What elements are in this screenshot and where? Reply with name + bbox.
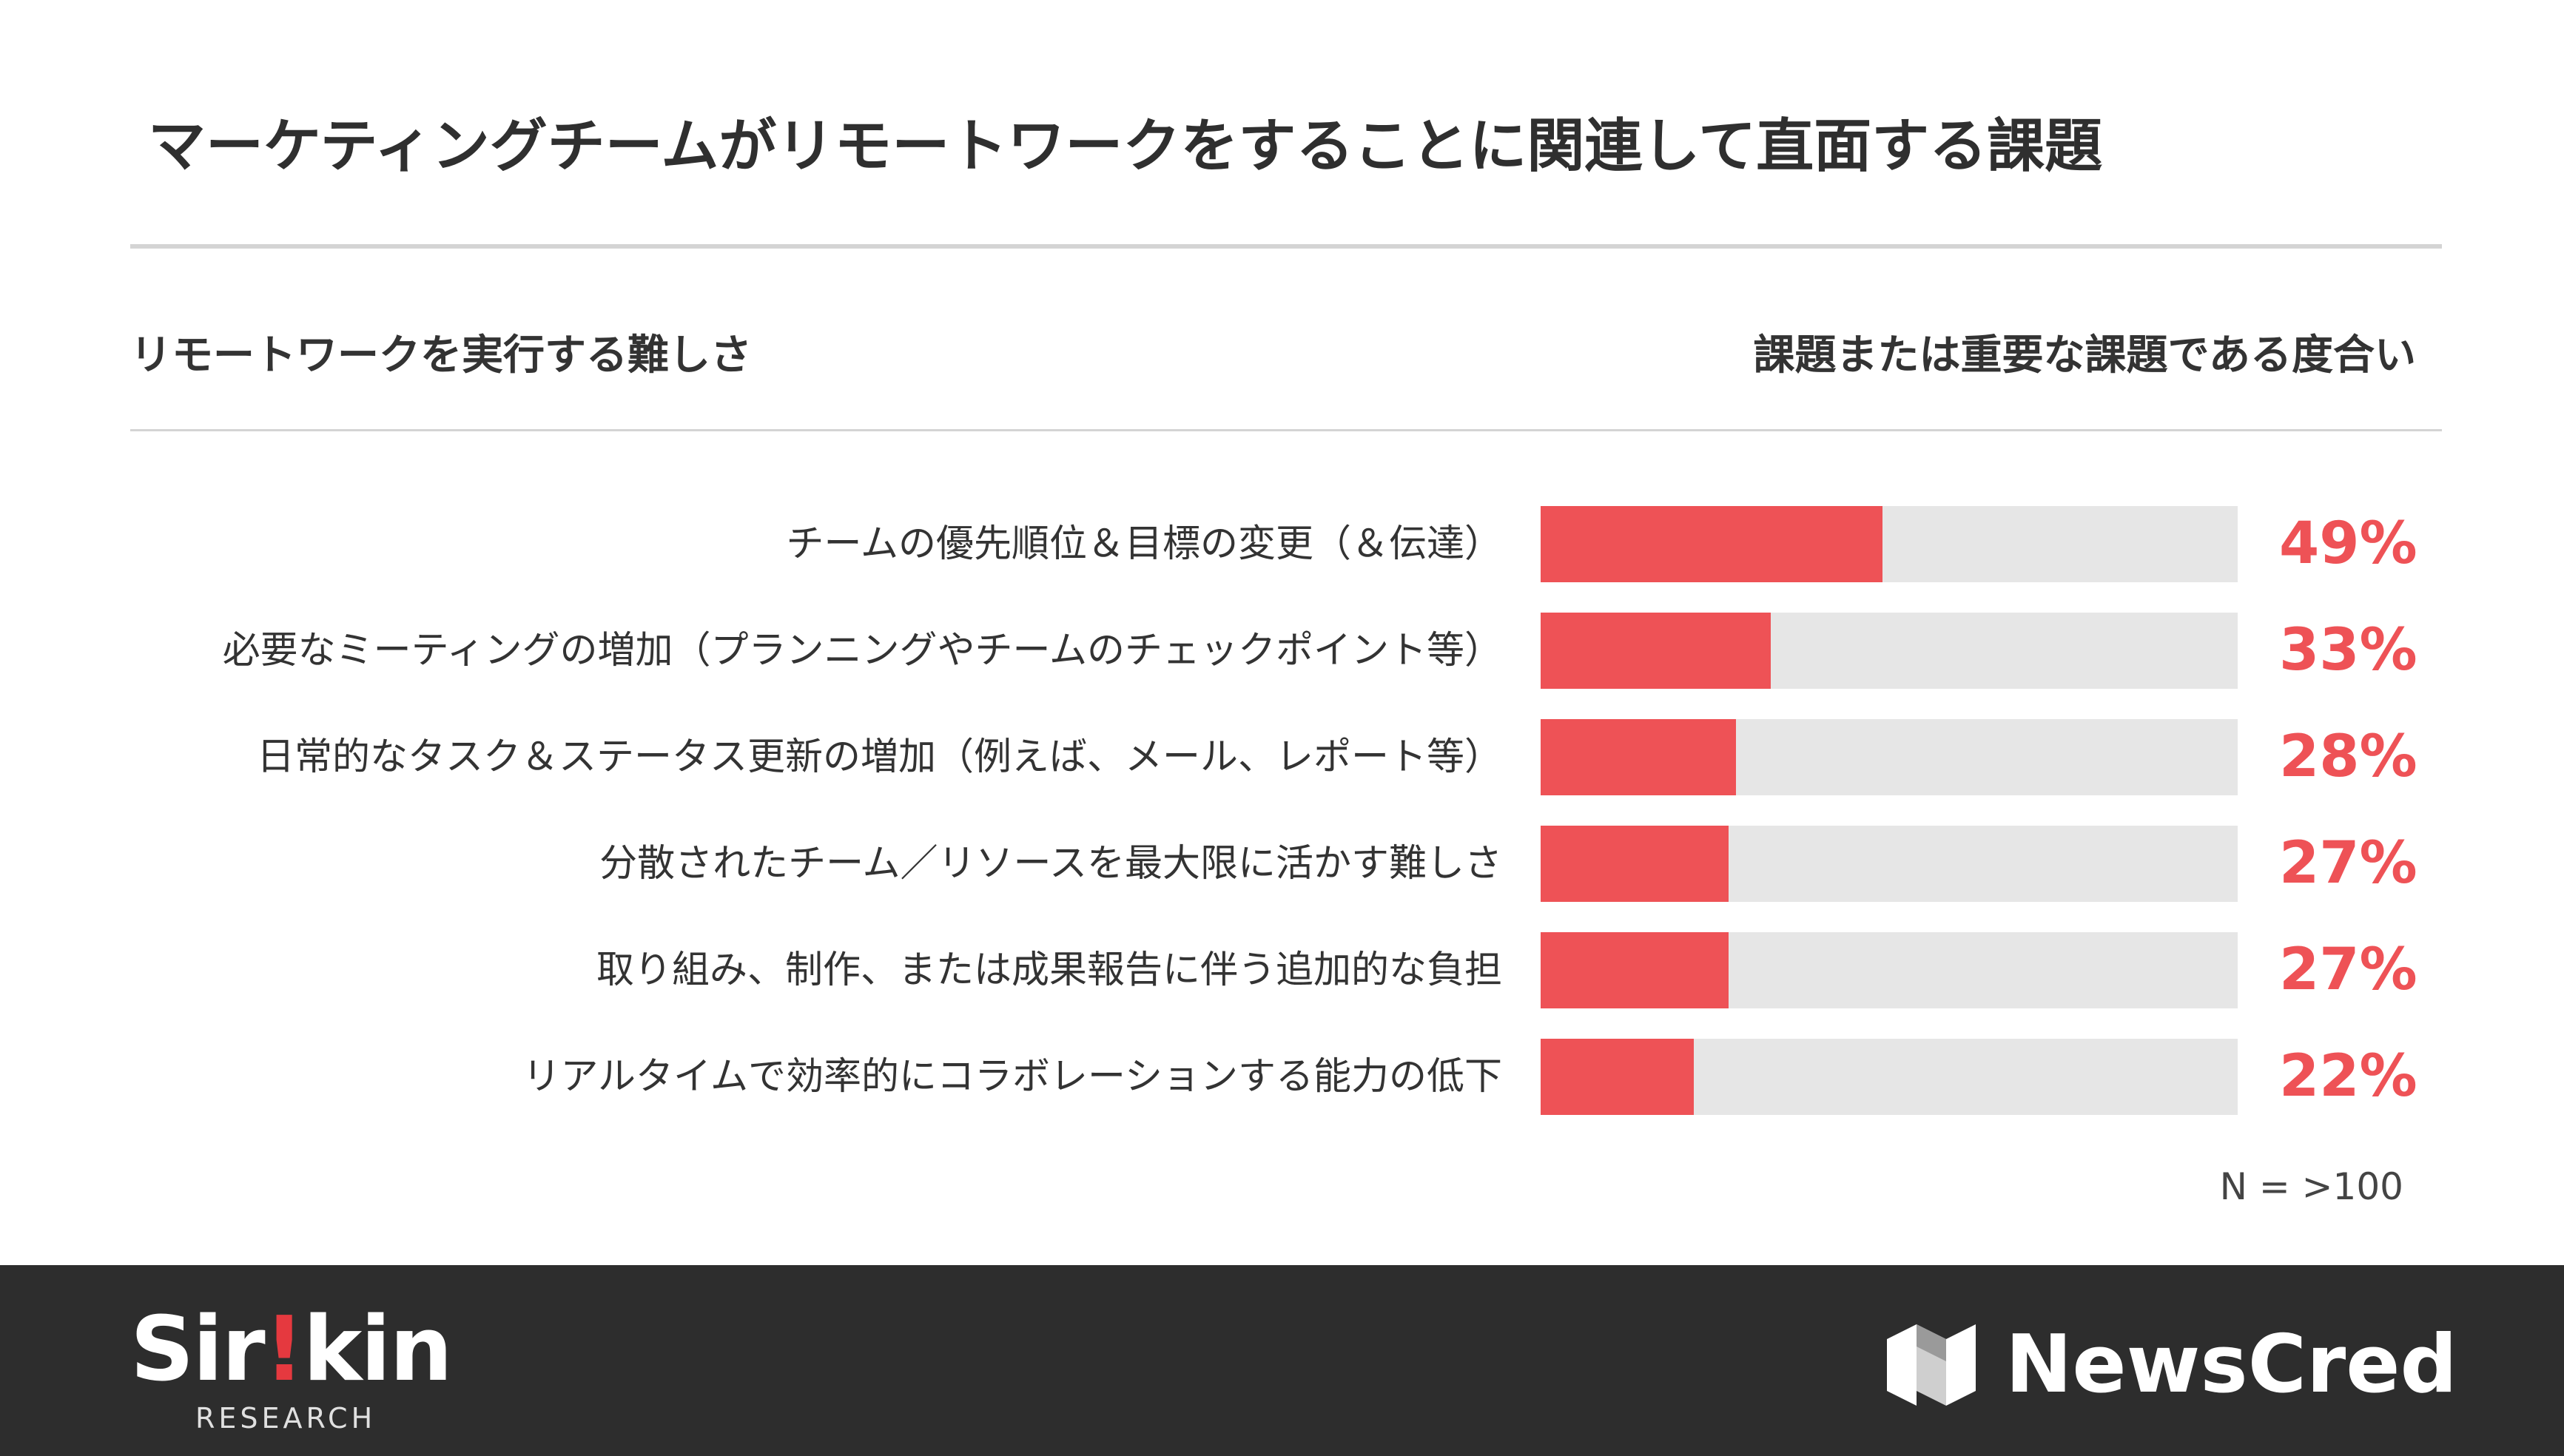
bar xyxy=(1541,826,1729,902)
bar-row: 分散されたチーム／リソースを最大限に活かす難しさ 27% xyxy=(0,826,2564,902)
category-label: 取り組み、制作、または成果報告に伴う追加的な負担 xyxy=(596,948,1502,992)
bar xyxy=(1541,613,1771,689)
category-label: 分散されたチーム／リソースを最大限に活かす難しさ xyxy=(599,842,1502,886)
value-label: 27% xyxy=(2279,830,2417,897)
bar xyxy=(1541,506,1882,582)
bar-track xyxy=(1541,932,2238,1008)
bar-track xyxy=(1541,506,2238,582)
value-label: 49% xyxy=(2279,510,2417,577)
footer-bar: Sir!kin RESEARCH NewsCred xyxy=(0,1265,2564,1456)
category-label: チームの優先順位＆目標の変更（＆伝達） xyxy=(786,522,1502,566)
bar-row: 取り組み、制作、または成果報告に伴う追加的な負担 27% xyxy=(0,932,2564,1008)
value-label: 22% xyxy=(2279,1043,2417,1110)
bar-track xyxy=(1541,1039,2238,1115)
bar xyxy=(1541,719,1736,795)
bar-track xyxy=(1541,613,2238,689)
bar-track xyxy=(1541,826,2238,902)
value-column-header: 課題または重要な課題である度合い xyxy=(1753,331,2416,380)
bar xyxy=(1541,932,1729,1008)
sirkin-wordmark: Sir!kin xyxy=(130,1298,453,1401)
bar-row: 日常的なタスク＆ステータス更新の増加（例えば、メール、レポート等） 28% xyxy=(0,719,2564,795)
category-column-header: リモートワークを実行する難しさ xyxy=(130,331,752,380)
chart-title: マーケティングチームがリモートワークをすることに関連して直面する課題 xyxy=(148,113,2103,180)
category-label: リアルタイムで効率的にコラボレーションする能力の低下 xyxy=(522,1055,1502,1099)
value-label: 33% xyxy=(2279,617,2417,684)
value-label: 27% xyxy=(2279,937,2417,1003)
bar-row: 必要なミーティングの増加（プランニングやチームのチェックポイント等） 33% xyxy=(0,613,2564,689)
header-divider xyxy=(130,429,2442,431)
category-label: 日常的なタスク＆ステータス更新の増加（例えば、メール、レポート等） xyxy=(256,735,1502,779)
bar xyxy=(1541,1039,1695,1115)
bar-row: チームの優先順位＆目標の変更（＆伝達） 49% xyxy=(0,506,2564,582)
title-divider xyxy=(130,244,2442,249)
category-label: 必要なミーティングの増加（プランニングやチームのチェックポイント等） xyxy=(222,629,1502,673)
newscred-logo-icon xyxy=(1887,1324,1976,1406)
sirkin-research-logo: Sir!kin RESEARCH xyxy=(130,1298,453,1439)
value-label: 28% xyxy=(2279,724,2417,790)
bar-row: リアルタイムで効率的にコラボレーションする能力の低下 22% xyxy=(0,1039,2564,1115)
newscred-wordmark: NewsCred xyxy=(2005,1318,2457,1411)
newscred-logo: NewsCred xyxy=(1880,1310,2457,1420)
sirkin-subtitle: RESEARCH xyxy=(195,1402,377,1435)
bar-track xyxy=(1541,719,2238,795)
sample-size-note: N = >100 xyxy=(2219,1165,2403,1208)
